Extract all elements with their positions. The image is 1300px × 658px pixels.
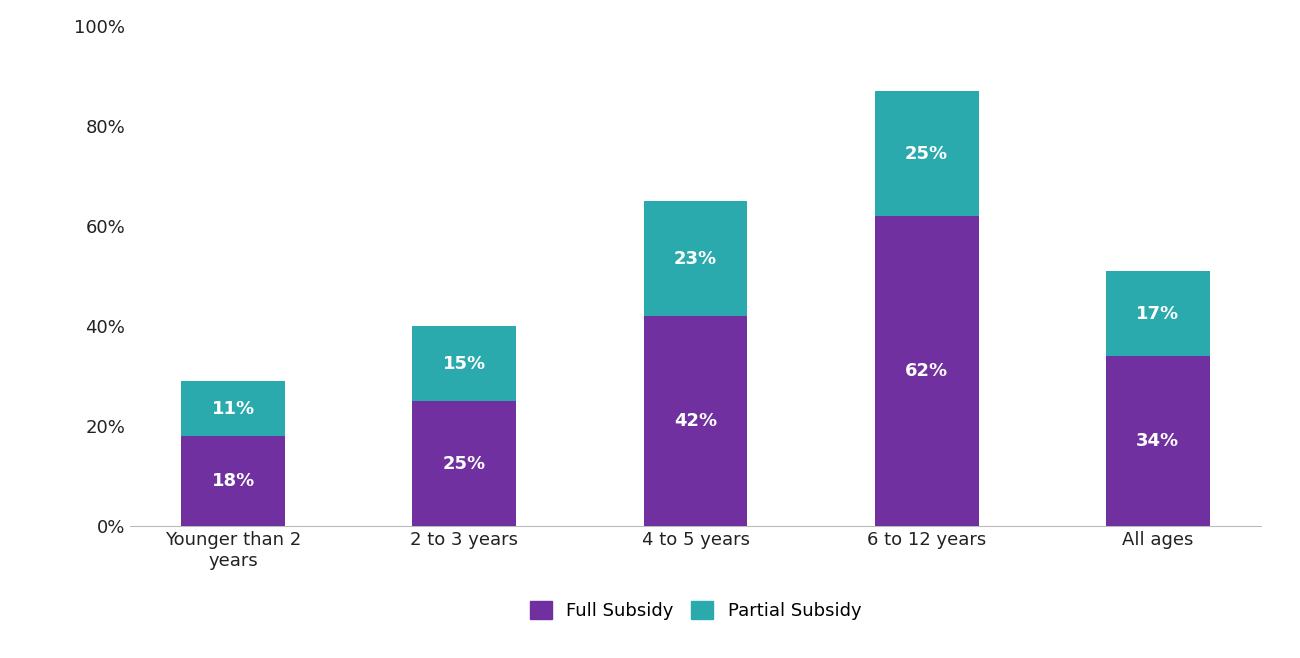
Bar [875, 91, 979, 216]
Text: 23%: 23% [673, 250, 718, 268]
Text: 15%: 15% [443, 355, 486, 373]
Text: 62%: 62% [905, 363, 948, 380]
Text: 17%: 17% [1136, 305, 1179, 323]
Text: 25%: 25% [443, 455, 486, 473]
Bar [1105, 357, 1209, 526]
Bar [1105, 271, 1209, 357]
Bar [412, 326, 516, 401]
Text: 25%: 25% [905, 145, 948, 163]
Bar [182, 382, 286, 436]
Bar [644, 316, 748, 526]
Bar [644, 201, 748, 316]
Bar [412, 401, 516, 526]
Text: 34%: 34% [1136, 432, 1179, 450]
Bar [875, 216, 979, 526]
Legend: Full Subsidy, Partial Subsidy: Full Subsidy, Partial Subsidy [523, 594, 868, 627]
Text: 18%: 18% [212, 472, 255, 490]
Text: 11%: 11% [212, 400, 255, 418]
Text: 42%: 42% [673, 413, 718, 430]
Bar [182, 436, 286, 526]
